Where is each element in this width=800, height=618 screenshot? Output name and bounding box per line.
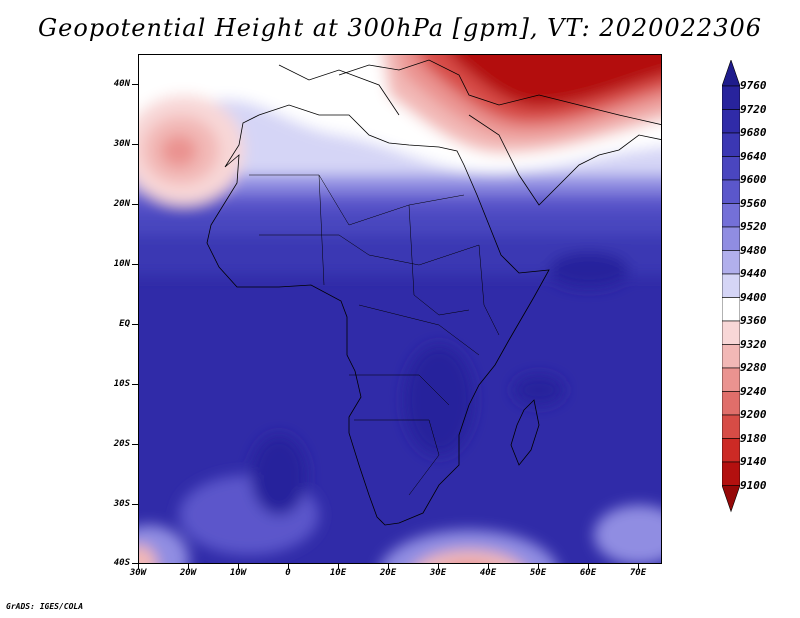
lon-label-50e: 50E [529,568,547,578]
colorbar-label: 9560 [740,196,767,210]
colorbar-label: 9320 [740,337,767,351]
colorbar-label: 9360 [740,314,767,327]
colorbar [722,60,740,513]
lat-tick-30n [132,144,138,145]
colorbar-label: 9640 [740,149,767,163]
lat-label-20s: 20S [113,439,130,449]
lon-tick-10e [338,564,339,569]
lon-tick-70e [638,564,639,569]
lat-label-eq: EQ [119,319,130,329]
colorbar-label: 9100 [740,478,767,492]
lon-label-70e: 70E [629,568,647,578]
lon-label-20w: 20W [179,568,197,578]
lon-tick-60e [588,564,589,569]
lon-label-30w: 30W [129,568,147,578]
lon-label-40e: 40E [479,568,497,578]
lon-tick-50e [538,564,539,569]
lon-tick-30e [438,564,439,569]
colorbar-label: 9180 [740,431,767,445]
colorbar-cell [722,391,740,416]
colorbar-cell [722,344,740,369]
colorbar-cell [722,156,740,181]
colorbar-label: 9200 [740,408,767,421]
colorbar-cells [722,60,740,513]
colorbar-label: 9480 [740,243,767,257]
lon-tick-20e [388,564,389,569]
lat-label-40n: 40N [113,79,130,89]
coastlines [206,59,661,526]
colorbar-max-arrow [722,60,740,87]
lon-tick-20w [188,564,189,569]
colorbar-cell [722,226,740,251]
colorbar-label: 9720 [740,102,767,116]
lon-label-0: 0 [285,568,291,578]
lat-tick-10n [132,264,138,265]
colorbar-cell [722,461,740,486]
colorbar-cell [722,367,740,392]
lat-label-10s: 10S [113,379,130,389]
map-title: Geopotential Height at 300hPa [gpm], VT:… [38,14,762,42]
colorbar-label: 9760 [740,79,767,92]
lon-tick-10w [238,564,239,569]
colorbar-label: 9680 [740,126,767,139]
lat-label-20n: 20N [113,199,130,209]
colorbar-min-arrow [722,485,740,513]
lon-label-30e: 30E [429,568,447,578]
colorbar-cell [722,132,740,157]
lat-tick-10s [132,384,138,385]
colorbar-cell [722,250,740,275]
colorbar-label: 9400 [740,290,767,304]
colorbar-cell [722,203,740,228]
grads-credit: GrADS: IGES/COLA [6,602,84,611]
colorbar-cell [722,438,740,463]
colorbar-label: 9240 [740,384,767,398]
country-borders [249,174,500,496]
lon-label-60e: 60E [579,568,597,578]
lat-tick-40n [132,84,138,85]
lat-label-30s: 30S [113,499,130,509]
colorbar-cell [722,273,740,298]
geopotential-map [139,55,661,563]
height-contour-bands [139,55,661,563]
lat-label-40s: 40S [113,558,130,568]
colorbar-label: 9280 [740,361,767,374]
lon-tick-40e [488,564,489,569]
colorbar-cell [722,179,740,204]
colorbar-label: 9140 [740,455,767,468]
lat-label-30n: 30N [113,139,130,149]
lat-tick-20s [132,444,138,445]
colorbar-label: 9600 [740,173,767,186]
lon-tick-0 [288,564,289,569]
lat-tick-eq [132,324,138,325]
lat-tick-30s [132,504,138,505]
lat-label-10n: 10N [113,259,130,269]
lat-tick-40s [132,563,138,564]
colorbar-cell [722,320,740,345]
colorbar-label: 9520 [740,220,767,233]
lon-label-10w: 10W [229,568,247,578]
colorbar-cell [722,414,740,439]
colorbar-cell [722,109,740,134]
colorbar-cell [722,85,740,110]
map-panel [138,54,662,564]
lon-tick-30w [138,564,139,569]
lon-label-10e: 10E [329,568,347,578]
colorbar-label: 9440 [740,267,767,280]
lat-tick-20n [132,204,138,205]
colorbar-cell [722,297,740,322]
lon-label-20e: 20E [379,568,397,578]
